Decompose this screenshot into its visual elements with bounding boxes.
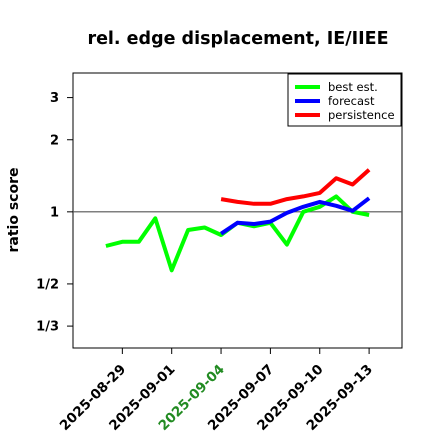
y-tick-label: 1/3: [36, 320, 59, 335]
y-axis-label: ratio score: [6, 168, 22, 253]
y-axis: 1/3 1/2 1 2 3: [36, 91, 73, 335]
x-axis: 2025-08-292025-09-012025-09-042025-09-07…: [57, 348, 376, 434]
series-layer: [105, 168, 371, 273]
y-tick-label: 1: [50, 205, 59, 220]
y-tick-label: 2: [50, 133, 59, 148]
y-tick-label: 1/2: [36, 277, 59, 292]
legend-label: forecast: [328, 94, 375, 108]
plot-area: [72, 72, 403, 349]
series-line-forecast: [219, 196, 371, 236]
series-line-best-est: [105, 194, 370, 273]
y-tick-label: 3: [50, 91, 59, 106]
series-line-persistence: [220, 168, 371, 206]
legend-label: persistence: [328, 108, 395, 122]
chart-title: rel. edge displacement, IE/IIEE: [87, 29, 388, 49]
legend-label: best est.: [328, 80, 378, 94]
